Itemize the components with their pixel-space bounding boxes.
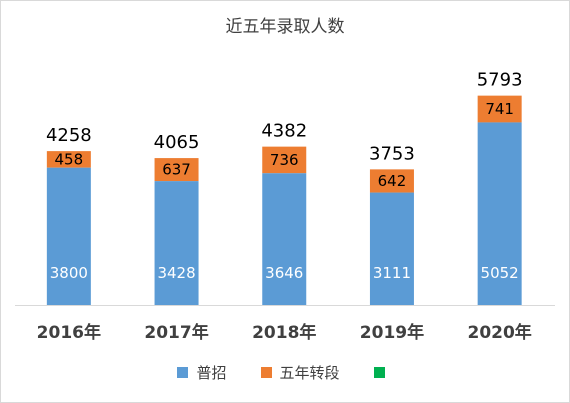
chart-title: 近五年录取人数 <box>225 17 345 37</box>
data-label-series-1-1: 637 <box>162 161 191 179</box>
data-label-series-0-1: 3428 <box>157 264 195 282</box>
data-label-series-2-2: 4382 <box>261 121 307 142</box>
data-label-series-1-3: 642 <box>378 172 407 190</box>
data-label-series-0-3: 3111 <box>373 264 411 282</box>
bar-segment-series-0-2 <box>262 173 307 305</box>
data-label-series-0-4: 5052 <box>481 264 519 282</box>
bar-segment-series-0-4 <box>477 122 522 306</box>
x-tick-label-4: 2020年 <box>467 322 531 343</box>
bar-segment-series-0-3 <box>369 192 414 305</box>
legend-label-series-1: 五年转段 <box>279 364 340 382</box>
bar-segment-series-1-2 <box>262 146 307 174</box>
legend-swatch-series-2 <box>373 367 385 378</box>
legend-item-series-2 <box>373 362 393 383</box>
data-label-series-0-2: 3646 <box>265 264 303 282</box>
bar-segment-series-1-0 <box>46 151 91 168</box>
data-label-series-1-0: 458 <box>55 150 84 168</box>
bar-segment-series-0-0 <box>46 167 91 305</box>
bar-segment-series-1-4 <box>477 95 522 123</box>
data-label-series-0-0: 3800 <box>50 264 88 282</box>
x-tick-label-0: 2016年 <box>37 322 101 343</box>
legend-item-series-1: 五年转段 <box>260 362 340 383</box>
x-tick-label-1: 2017年 <box>144 322 208 343</box>
data-label-series-1-2: 736 <box>270 151 299 169</box>
data-label-series-2-1: 4065 <box>154 132 200 153</box>
legend-swatch-series-1 <box>260 367 272 378</box>
legend-label-series-0: 普招 <box>196 364 227 382</box>
bar-segment-series-1-1 <box>154 158 199 182</box>
bar-segment-series-0-1 <box>154 181 199 305</box>
x-tick-label-3: 2019年 <box>360 322 424 343</box>
data-label-series-2-0: 4258 <box>46 125 92 146</box>
data-label-series-2-4: 5793 <box>477 70 523 91</box>
chart-legend: 普招 五年转段 <box>0 362 570 383</box>
data-label-series-1-4: 741 <box>485 100 514 118</box>
x-tick-label-2: 2018年 <box>252 322 316 343</box>
legend-swatch-series-0 <box>177 367 189 378</box>
data-label-series-2-3: 3753 <box>369 143 415 164</box>
legend-item-series-0: 普招 <box>177 362 227 383</box>
bar-segment-series-1-3 <box>369 169 414 193</box>
